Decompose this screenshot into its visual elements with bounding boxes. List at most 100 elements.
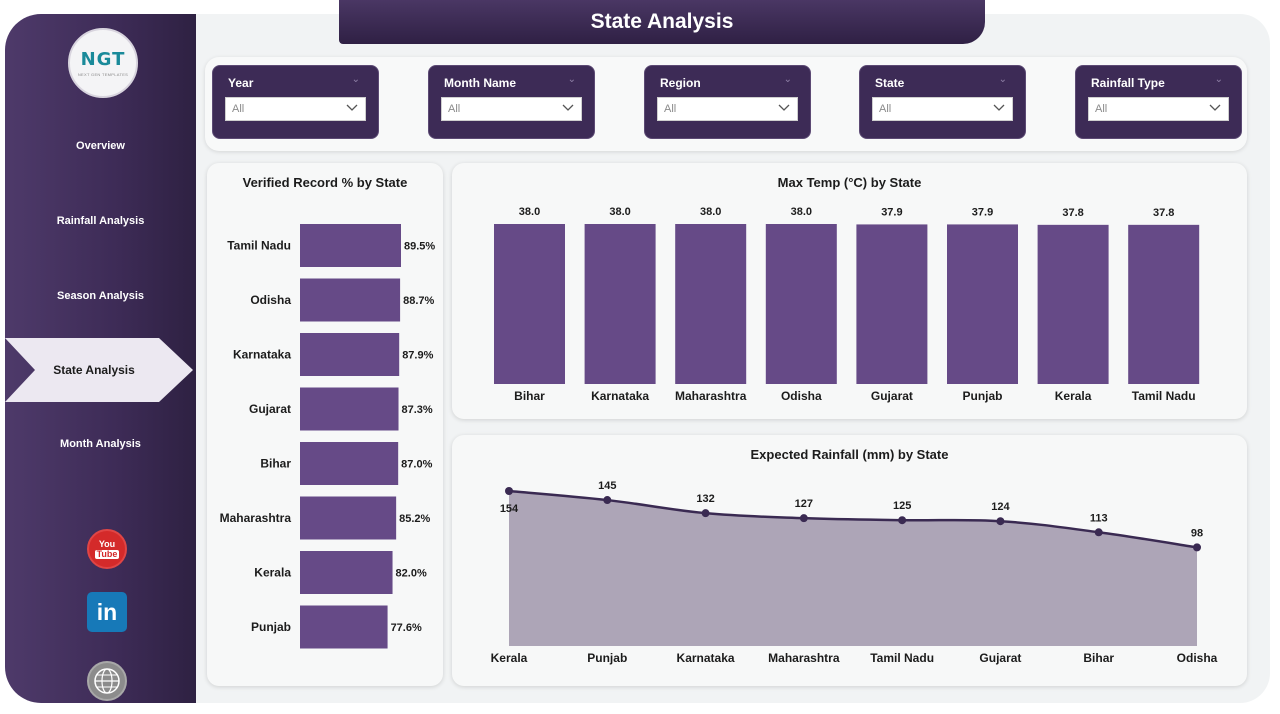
point-odisha <box>1193 543 1201 552</box>
point-kerala <box>505 487 513 495</box>
category-label-odisha: Odisha <box>250 293 291 307</box>
nav-month-analysis[interactable]: Month Analysis <box>60 438 141 450</box>
active-nav-arrow-shape <box>5 338 193 402</box>
category-label-odisha: Odisha <box>1177 651 1218 665</box>
category-label-maharashtra: Maharashtra <box>768 651 840 665</box>
expected-rainfall-chart: 154 Kerala 145 Punjab 132 Karnataka 127 Maharas… <box>491 480 1218 665</box>
bar-punjab <box>947 224 1018 384</box>
chevron-down-icon <box>993 104 1005 111</box>
data-label-kerala: 37.8 <box>1062 207 1083 219</box>
filter-state-value: All <box>879 103 892 115</box>
filter-state: State ⌄ All <box>859 65 1026 139</box>
chevron-down-icon <box>778 104 790 111</box>
nav-overview[interactable]: Overview <box>76 140 125 152</box>
nav-state-analysis-label: State Analysis <box>53 363 135 377</box>
category-label-gujarat: Gujarat <box>979 651 1021 665</box>
category-label-bihar: Bihar <box>1083 651 1114 665</box>
filter-region-label: Region <box>660 76 701 90</box>
filter-year-dropdown[interactable]: All <box>225 97 366 121</box>
category-label-karnataka: Karnataka <box>233 348 291 362</box>
rainfall-area <box>509 491 1197 646</box>
data-label-odisha: 38.0 <box>791 206 812 218</box>
category-label-karnataka: Karnataka <box>591 389 649 403</box>
chevron-down-icon[interactable]: ⌄ <box>567 74 576 85</box>
point-karnataka <box>701 509 710 518</box>
youtube-icon[interactable]: You Tube <box>87 529 127 569</box>
ngt-logo[interactable]: NGT NEXT GEN TEMPLATES <box>68 28 138 98</box>
filter-year-value: All <box>232 103 245 115</box>
data-label-maharashtra: 85.2% <box>399 513 430 525</box>
max-temp-chart: 38.0 Bihar 38.0 Karnataka 38.0 Maharashtra 38.… <box>494 206 1200 403</box>
point-maharashtra <box>799 514 808 523</box>
bar-maharashtra <box>300 496 397 540</box>
verified-record-title: Verified Record % by State <box>242 175 408 190</box>
globe-graphic <box>94 668 120 694</box>
filter-month-name-label: Month Name <box>444 76 516 90</box>
bar-odisha <box>765 224 837 384</box>
bar-tamil-nadu <box>1128 224 1200 384</box>
chevron-down-icon[interactable]: ⌄ <box>998 74 1007 85</box>
expected-rainfall-title: Expected Rainfall (mm) by State <box>750 447 949 462</box>
data-label-maharashtra: 38.0 <box>700 206 721 218</box>
chevron-down-icon[interactable]: ⌄ <box>783 74 792 85</box>
sidebar: NGT NEXT GEN TEMPLATES Overview Rainfall… <box>5 14 196 703</box>
category-label-kerala: Kerala <box>254 566 291 580</box>
bar-tamil-nadu <box>300 224 401 267</box>
data-label-bihar: 87.0% <box>401 459 432 471</box>
youtube-text-top: You <box>98 538 116 549</box>
filter-year: Year ⌄ All <box>212 65 379 139</box>
filter-rainfall-type-dropdown[interactable]: All <box>1088 97 1229 121</box>
data-label-punjab: 77.6% <box>391 622 422 634</box>
data-label-odisha: 98 <box>1191 527 1203 539</box>
category-label-maharashtra: Maharashtra <box>675 389 747 403</box>
category-label-karnataka: Karnataka <box>677 651 735 665</box>
filter-year-label: Year <box>228 76 254 90</box>
logo-text: NGT <box>80 49 126 70</box>
verified-record-card: Verified Record % by State Tamil Nadu 89.… <box>207 163 443 686</box>
verified-record-chart: Tamil Nadu 89.5% Odisha 88.7% Karnataka 87.9%… <box>220 224 435 649</box>
bar-bihar <box>494 224 565 384</box>
nav-state-analysis[interactable]: State Analysis <box>5 338 193 402</box>
max-temp-title: Max Temp (°C) by State <box>777 175 922 190</box>
filter-rainfall-type-value: All <box>1095 103 1108 115</box>
data-label-tamil-nadu: 89.5% <box>404 241 435 253</box>
filter-rainfall-type-label: Rainfall Type <box>1091 76 1165 90</box>
logo-subtitle: NEXT GEN TEMPLATES <box>77 72 129 77</box>
filter-region-value: All <box>664 103 677 115</box>
data-label-bihar: 113 <box>1090 512 1108 524</box>
data-label-karnataka: 87.9% <box>402 350 433 362</box>
globe-icon[interactable] <box>87 661 127 701</box>
chevron-down-icon[interactable]: ⌄ <box>1214 74 1223 85</box>
data-label-kerala: 154 <box>500 503 519 515</box>
filter-month-name: Month Name ⌄ All <box>428 65 595 139</box>
category-label-tamil-nadu: Tamil Nadu <box>870 651 934 665</box>
data-label-tamil-nadu: 37.8 <box>1153 207 1174 219</box>
filter-region-dropdown[interactable]: All <box>657 97 798 121</box>
bar-kerala <box>300 551 393 594</box>
expected-rainfall-card: Expected Rainfall (mm) by State 154 Keral… <box>452 435 1247 686</box>
data-label-odisha: 88.7% <box>403 295 434 307</box>
filter-month-name-dropdown[interactable]: All <box>441 97 582 121</box>
chevron-down-icon <box>562 104 574 111</box>
point-tamil-nadu <box>898 516 907 525</box>
rainfall-line <box>508 489 1198 549</box>
linkedin-icon[interactable]: in <box>87 592 127 632</box>
bar-bihar <box>300 442 399 485</box>
category-label-kerala: Kerala <box>491 651 528 665</box>
data-label-karnataka: 38.0 <box>609 206 630 218</box>
data-label-gujarat: 87.3% <box>402 404 433 416</box>
data-label-tamil-nadu: 125 <box>893 500 911 512</box>
bar-punjab <box>300 605 388 649</box>
chevron-down-icon <box>1209 104 1221 111</box>
category-label-bihar: Bihar <box>514 389 545 403</box>
filter-region: Region ⌄ All <box>644 65 811 139</box>
nav-rainfall-analysis[interactable]: Rainfall Analysis <box>56 215 145 227</box>
chevron-down-icon[interactable]: ⌄ <box>351 74 360 85</box>
data-label-karnataka: 132 <box>696 493 714 505</box>
category-label-bihar: Bihar <box>260 457 291 471</box>
nav-season-analysis[interactable]: Season Analysis <box>56 290 145 302</box>
filter-state-dropdown[interactable]: All <box>872 97 1013 121</box>
data-label-gujarat: 37.9 <box>881 206 902 218</box>
filter-month-name-value: All <box>448 103 461 115</box>
point-bihar <box>1094 528 1103 537</box>
